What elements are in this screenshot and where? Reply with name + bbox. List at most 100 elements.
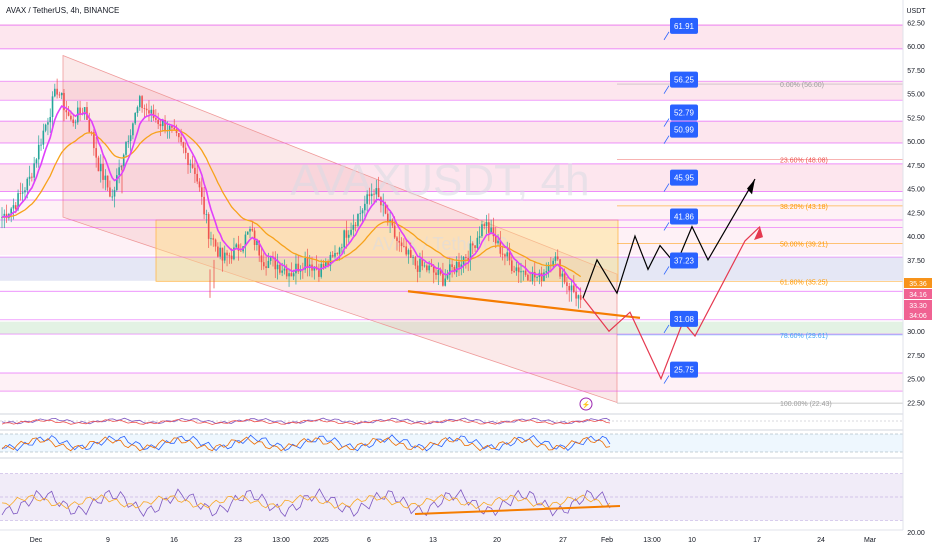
time-axis[interactable]: Dec 9 16 23 13:00 2025 6 13 20 27 Feb 13:00 10 17 24 Ma… [0, 529, 903, 544]
candle-body [207, 214, 210, 239]
time-tick: Mar [864, 537, 877, 544]
candle-body [506, 252, 509, 257]
candle-body [426, 265, 428, 271]
candle-body [430, 265, 433, 267]
candle-body [373, 193, 375, 195]
candle-body [368, 194, 371, 197]
candle-body [329, 254, 332, 266]
candle-body [67, 112, 70, 116]
candle-body [210, 238, 212, 240]
price-tick: 62.50 [907, 20, 925, 27]
candle-body [285, 268, 288, 277]
candle-body [361, 210, 364, 214]
fib-label: 23.60% (48.08) [780, 157, 828, 164]
candle-body [370, 193, 373, 197]
candle-body [283, 268, 286, 271]
price-tick: 37.50 [907, 258, 925, 265]
candle-body [515, 267, 518, 272]
candle-body [54, 88, 56, 97]
candle-body [155, 118, 157, 120]
candle-body [449, 264, 451, 275]
watermark: AVAXUSDT, 4h [290, 156, 589, 205]
price-tick: 45.00 [907, 187, 925, 194]
candle-body [511, 260, 513, 271]
candle-body [483, 224, 486, 226]
candle-body [256, 240, 258, 246]
candle-body [219, 247, 221, 257]
candle-body [577, 295, 580, 299]
price-tick: 27.50 [907, 353, 925, 360]
candle-body [262, 262, 265, 267]
candle-body [44, 124, 47, 131]
price-axis[interactable]: USDT 22.5025.0027.5030.0032.5035.0037.50… [902, 0, 932, 530]
stochastic-k [2, 434, 611, 452]
candle-body [517, 267, 520, 273]
candle-body [437, 269, 440, 276]
candle-body [116, 175, 118, 191]
candle-body [17, 193, 19, 210]
candle-body [513, 270, 515, 272]
last-price-label: 34:06 [909, 313, 927, 320]
candle-body [145, 108, 148, 111]
candle-body [341, 247, 343, 249]
target-pointer [663, 118, 670, 127]
candle-body [561, 273, 564, 277]
candle-body [109, 187, 111, 197]
support-trendline[interactable] [407, 290, 641, 319]
target-pointer [663, 266, 670, 275]
price-projections[interactable]: ⚡ [579, 178, 763, 411]
last-price-box [904, 300, 932, 310]
target-box [670, 104, 698, 121]
candle-body [93, 132, 95, 149]
candle-body [33, 163, 35, 178]
candle-body [150, 109, 153, 114]
candle-body [249, 228, 251, 232]
candle-body [334, 253, 336, 257]
candle-body [471, 243, 474, 246]
candle-body [552, 260, 554, 267]
candle-body [504, 254, 506, 257]
fib-label: 50.00% (39.21) [780, 242, 828, 249]
candle-body [343, 230, 345, 248]
candle-body [501, 253, 504, 255]
candle-body [389, 219, 391, 223]
time-tick: 6 [367, 537, 371, 544]
candle-body [152, 109, 155, 119]
candle-body [111, 196, 114, 198]
target-label: 52.79 [674, 109, 695, 118]
stochastic-band [0, 434, 903, 452]
candle-body [26, 178, 29, 191]
candle-body [136, 107, 139, 113]
candle-body [88, 119, 91, 133]
candle-body [230, 255, 233, 260]
last-price-label: 33.30 [909, 303, 927, 310]
candle-body [83, 107, 86, 115]
candle-body [467, 257, 469, 261]
candle-body [563, 273, 566, 283]
candle-body [5, 213, 8, 219]
candle-body [345, 230, 348, 238]
candle-body [40, 144, 42, 146]
candle-body [529, 280, 531, 282]
candle-body [412, 257, 414, 259]
target-box [670, 169, 698, 186]
candle-body [269, 257, 272, 261]
candle-body [19, 193, 22, 194]
candle-body [366, 194, 368, 204]
candle-body [267, 260, 270, 268]
price-tick: 50.00 [907, 139, 925, 146]
candle-body [377, 188, 380, 198]
candle-body [173, 127, 176, 130]
candle-body [416, 265, 419, 272]
candle-body [403, 246, 405, 247]
candle-body [214, 239, 217, 247]
candle-body [203, 196, 205, 215]
candle-body [297, 263, 300, 272]
target-labels[interactable]: 61.91 56.25 52.79 50.99 45.95 41.86 37.23 31.08… [663, 17, 698, 384]
candle-body [164, 119, 166, 131]
time-tick: 2025 [313, 537, 329, 544]
candle-body [157, 119, 159, 125]
target-box [670, 208, 698, 225]
candle-body [398, 240, 401, 243]
